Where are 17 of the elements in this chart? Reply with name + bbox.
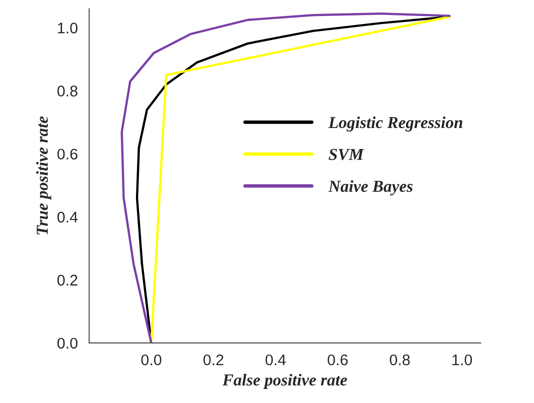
x-tick-label: 1.0 (452, 354, 472, 366)
legend-label: Naive Bayes (328, 180, 413, 196)
legend-label: SVM (328, 148, 364, 160)
x-tick-label: 0.4 (266, 354, 286, 366)
y-tick-label: 0.4 (57, 212, 78, 223)
y-axis-title: True positive rate (36, 116, 52, 235)
y-tick-label: 1.0 (58, 22, 78, 34)
x-tick-label: 0.6 (328, 354, 348, 366)
x-tick-label: 0.8 (390, 354, 410, 366)
y-tick-label: 0.6 (57, 148, 78, 160)
legend-label: Logistic Regression (328, 116, 462, 132)
y-tick-label: 0.8 (57, 86, 78, 96)
x-tick-label: 0.2 (203, 354, 224, 366)
x-tick-label: 0.0 (141, 354, 162, 366)
y-tick-label: 0.2 (57, 274, 78, 286)
x-axis-title: False positive rate (222, 374, 348, 389)
y-tick-label: 0.0 (57, 338, 78, 349)
